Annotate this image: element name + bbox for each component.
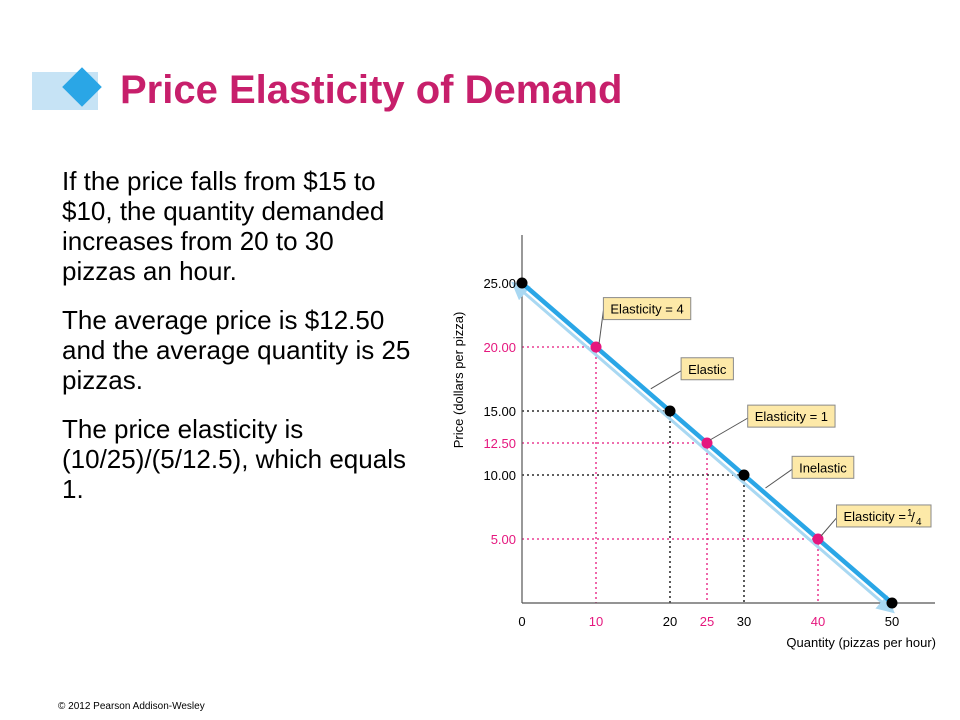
annotation-3: Inelastic	[765, 455, 855, 489]
paragraph-price-change: If the price falls from $15 to $10, the …	[62, 166, 385, 286]
annotation-fraction-4: 1/4	[907, 508, 922, 528]
data-point-1	[590, 341, 602, 353]
annotation-0: Elasticity = 4	[598, 297, 692, 345]
annotation-label-3: Inelastic	[799, 460, 847, 475]
annotation-label-1: Elastic	[688, 362, 727, 377]
data-point-5	[812, 533, 824, 545]
annotation-4: Elasticity = 1/4	[820, 504, 932, 537]
annotation-2: Elasticity = 1	[709, 404, 836, 441]
x-tick-label-2: 20	[663, 614, 677, 629]
x-tick-label-6: 50	[885, 614, 899, 629]
annotation-box-4	[836, 504, 932, 528]
annotation-leader-2	[709, 417, 748, 441]
annotation-box-2	[747, 404, 836, 428]
y-tick-label-1: 20.00	[483, 340, 516, 355]
annotation-leader-1	[650, 370, 682, 390]
y-axis-label: Price (dollars per pizza)	[451, 312, 466, 449]
annotation-box-1	[680, 357, 734, 381]
annotation-label-0: Elasticity = 4	[610, 302, 683, 317]
y-tick-label-0: 25.00	[483, 276, 516, 291]
demand-chart: 0 10 20 25 30 40 50 25.00 20.00 15.00 12.50 10.00 5.…	[451, 235, 936, 650]
annotation-leader-4	[820, 517, 837, 537]
annotation-label-4: Elasticity =	[844, 509, 907, 524]
data-point-2	[664, 405, 676, 417]
paragraph-elasticity: The price elasticity is (10/25)/(5/12.5)…	[62, 414, 406, 504]
annotation-leader-3	[765, 468, 793, 489]
elasticity-arrow	[511, 281, 895, 614]
x-tick-label-5: 40	[811, 614, 825, 629]
y-tick-label-3: 12.50	[483, 436, 516, 451]
annotation-box-3	[791, 455, 855, 479]
y-tick-label-5: 5.00	[491, 532, 516, 547]
annotation-1: Elastic	[650, 357, 734, 390]
data-point-0	[516, 277, 528, 289]
data-point-3	[701, 437, 713, 449]
annotation-leader-0	[598, 310, 604, 345]
copyright: © 2012 Pearson Addison-Wesley	[58, 701, 205, 712]
x-tick-label-4: 30	[737, 614, 751, 629]
x-tick-label-3: 25	[700, 614, 714, 629]
x-axis-label: Quantity (pizzas per hour)	[786, 635, 936, 650]
slide-title: Price Elasticity of Demand	[120, 68, 623, 112]
body-text: If the price falls from $15 to $10, the …	[62, 166, 412, 523]
y-tick-label-2: 15.00	[483, 404, 516, 419]
annotation-box-0	[602, 297, 692, 321]
data-point-6	[886, 597, 898, 609]
data-point-4	[738, 469, 750, 481]
paragraph-averages: The average price is $12.50 and the aver…	[62, 305, 411, 395]
annotation-label-2: Elasticity = 1	[755, 409, 828, 424]
x-tick-label-1: 10	[589, 614, 603, 629]
x-tick-label-0: 0	[518, 614, 525, 629]
y-tick-label-4: 10.00	[483, 468, 516, 483]
